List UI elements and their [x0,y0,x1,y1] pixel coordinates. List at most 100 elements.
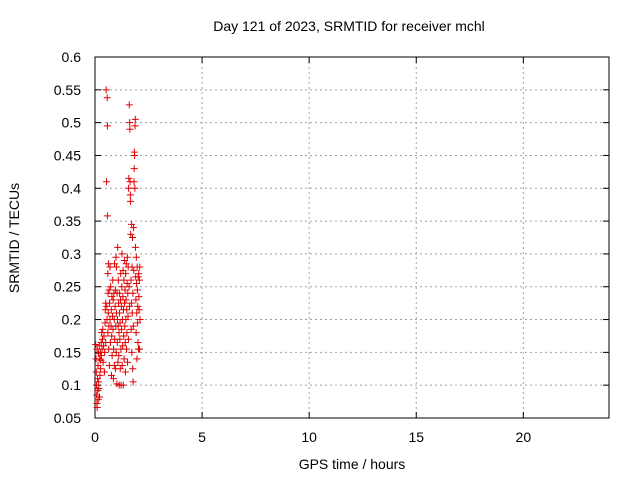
data-point [96,371,104,379]
x-tick-label: 10 [301,429,317,445]
data-point [104,309,112,317]
data-point [98,335,106,343]
data-point [108,352,116,360]
data-point [134,302,142,310]
data-point [120,332,128,340]
data-point [135,276,143,284]
y-tick-label: 0.15 [54,344,81,360]
x-tick-label: 20 [516,429,532,445]
data-point [101,306,109,314]
data-point [100,332,108,340]
data-point [124,312,132,320]
data-point [114,358,122,366]
data-point [92,368,100,376]
data-point [115,309,123,317]
data-point [108,293,116,301]
data-point [104,329,112,337]
data-point [136,316,144,324]
data-point [126,125,134,133]
data-point [122,296,130,304]
data-point [114,243,122,251]
data-point [135,270,143,278]
data-point [125,184,133,192]
data-point [108,332,116,340]
data-point [112,253,120,261]
data-point [106,339,114,347]
data-point [107,371,115,379]
data-point [107,306,115,314]
data-point [118,283,126,291]
x-tick-label: 0 [91,429,99,445]
data-point [121,299,129,307]
data-point [103,178,111,186]
data-point [110,260,118,268]
y-tick-label: 0.2 [62,312,82,328]
y-tick-label: 0.45 [54,147,81,163]
data-point [95,378,103,386]
y-tick-label: 0.5 [62,115,82,131]
y-axis-label: SRMTID / TECUs [6,182,22,294]
y-tick-label: 0.4 [62,180,82,196]
data-point [127,299,135,307]
data-point [111,302,119,310]
data-point [99,325,107,333]
data-point [96,355,104,363]
data-point [131,122,139,130]
y-tick-label: 0.05 [54,410,81,426]
data-point [120,355,128,363]
data-point [128,220,136,228]
data-point [120,276,128,284]
y-tick-label: 0.25 [54,279,81,295]
data-point [131,115,139,123]
data-point [136,263,144,271]
data-point [130,224,138,232]
data-point [121,339,129,347]
data-point [109,375,117,383]
data-point [105,286,113,294]
y-tick-label: 0.55 [54,82,81,98]
data-point [130,165,138,173]
data-point [115,352,123,360]
data-point [109,312,117,320]
data-point [123,253,131,261]
data-point [103,212,111,220]
x-axis-label: GPS time / hours [298,456,406,472]
data-point [120,256,128,264]
data-point [134,339,142,347]
data-point [109,296,117,304]
data-point [133,355,141,363]
data-point [129,365,137,373]
data-point [97,352,105,360]
data-point [101,348,109,356]
data-point [122,270,130,278]
data-point [123,279,131,287]
data-point [111,286,119,294]
data-point [125,174,133,182]
data-point [135,293,143,301]
data-point [132,253,140,261]
data-point [135,306,143,314]
data-point [126,191,134,199]
data-point [128,234,136,241]
data-point [97,365,105,373]
data-point [100,368,108,376]
data-point [95,393,103,401]
data-point [93,403,101,411]
data-points [92,86,144,411]
data-point [92,340,100,348]
data-point [116,289,124,297]
data-point [132,329,140,337]
data-point [101,319,109,327]
data-point [121,368,129,376]
data-point [129,378,137,386]
data-point [119,293,127,301]
y-tick-label: 0.3 [62,246,82,262]
data-point [124,358,132,366]
y-tick-label: 0.6 [62,49,82,65]
data-point [129,322,137,330]
data-point [118,361,126,369]
data-point [118,325,126,333]
data-point [119,381,127,389]
data-point [118,250,126,258]
data-point [122,260,130,268]
